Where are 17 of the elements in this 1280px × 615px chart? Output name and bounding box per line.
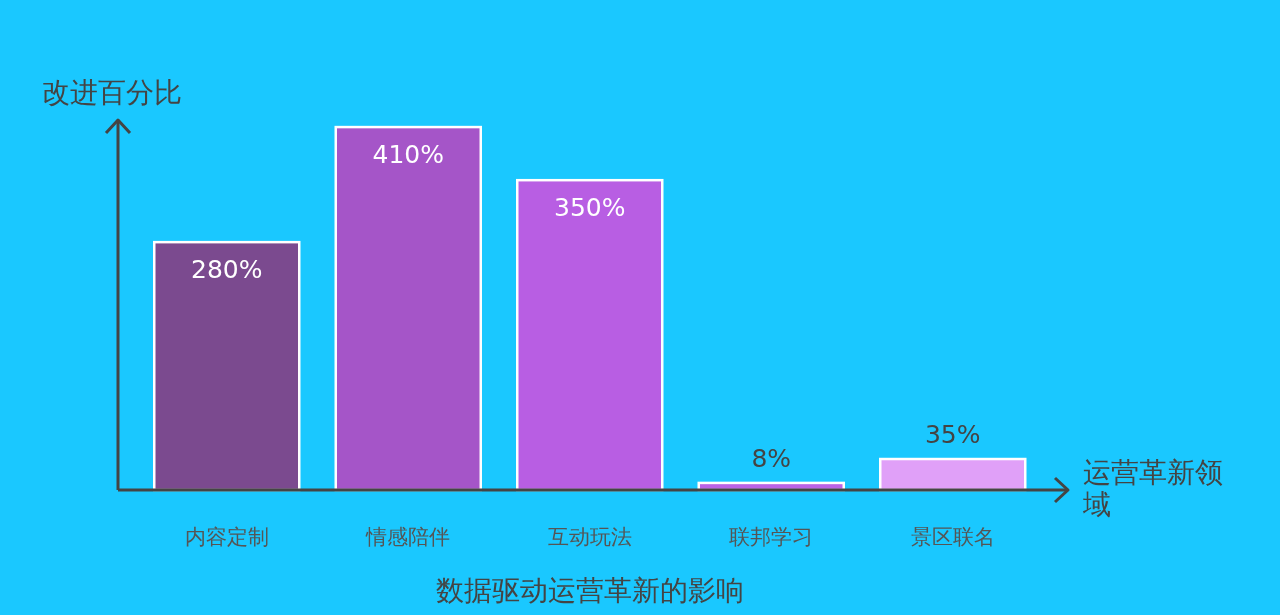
x-tick-label: 内容定制: [184, 525, 269, 549]
x-tick-label: 联邦学习: [729, 525, 814, 549]
data-label: 350%: [554, 193, 626, 223]
data-label: 35%: [924, 420, 981, 450]
data-label: 280%: [191, 255, 263, 285]
bar: [879, 457, 1027, 492]
y-axis-title: 改进百分比: [42, 76, 182, 109]
bar: [153, 240, 301, 492]
bar: [516, 178, 664, 492]
x-tick-label: 情感陪伴: [365, 525, 451, 549]
text: 数据驱动运营革新的影响: [436, 574, 744, 607]
data-label: 8%: [751, 443, 792, 473]
data-label: 410%: [372, 140, 444, 170]
x-axis-title: 运营革新领域: [1082, 456, 1223, 521]
bar: [334, 125, 482, 492]
x-tick-label: 景区联名: [910, 525, 995, 549]
x-tick-label: 互动玩法: [547, 525, 632, 549]
